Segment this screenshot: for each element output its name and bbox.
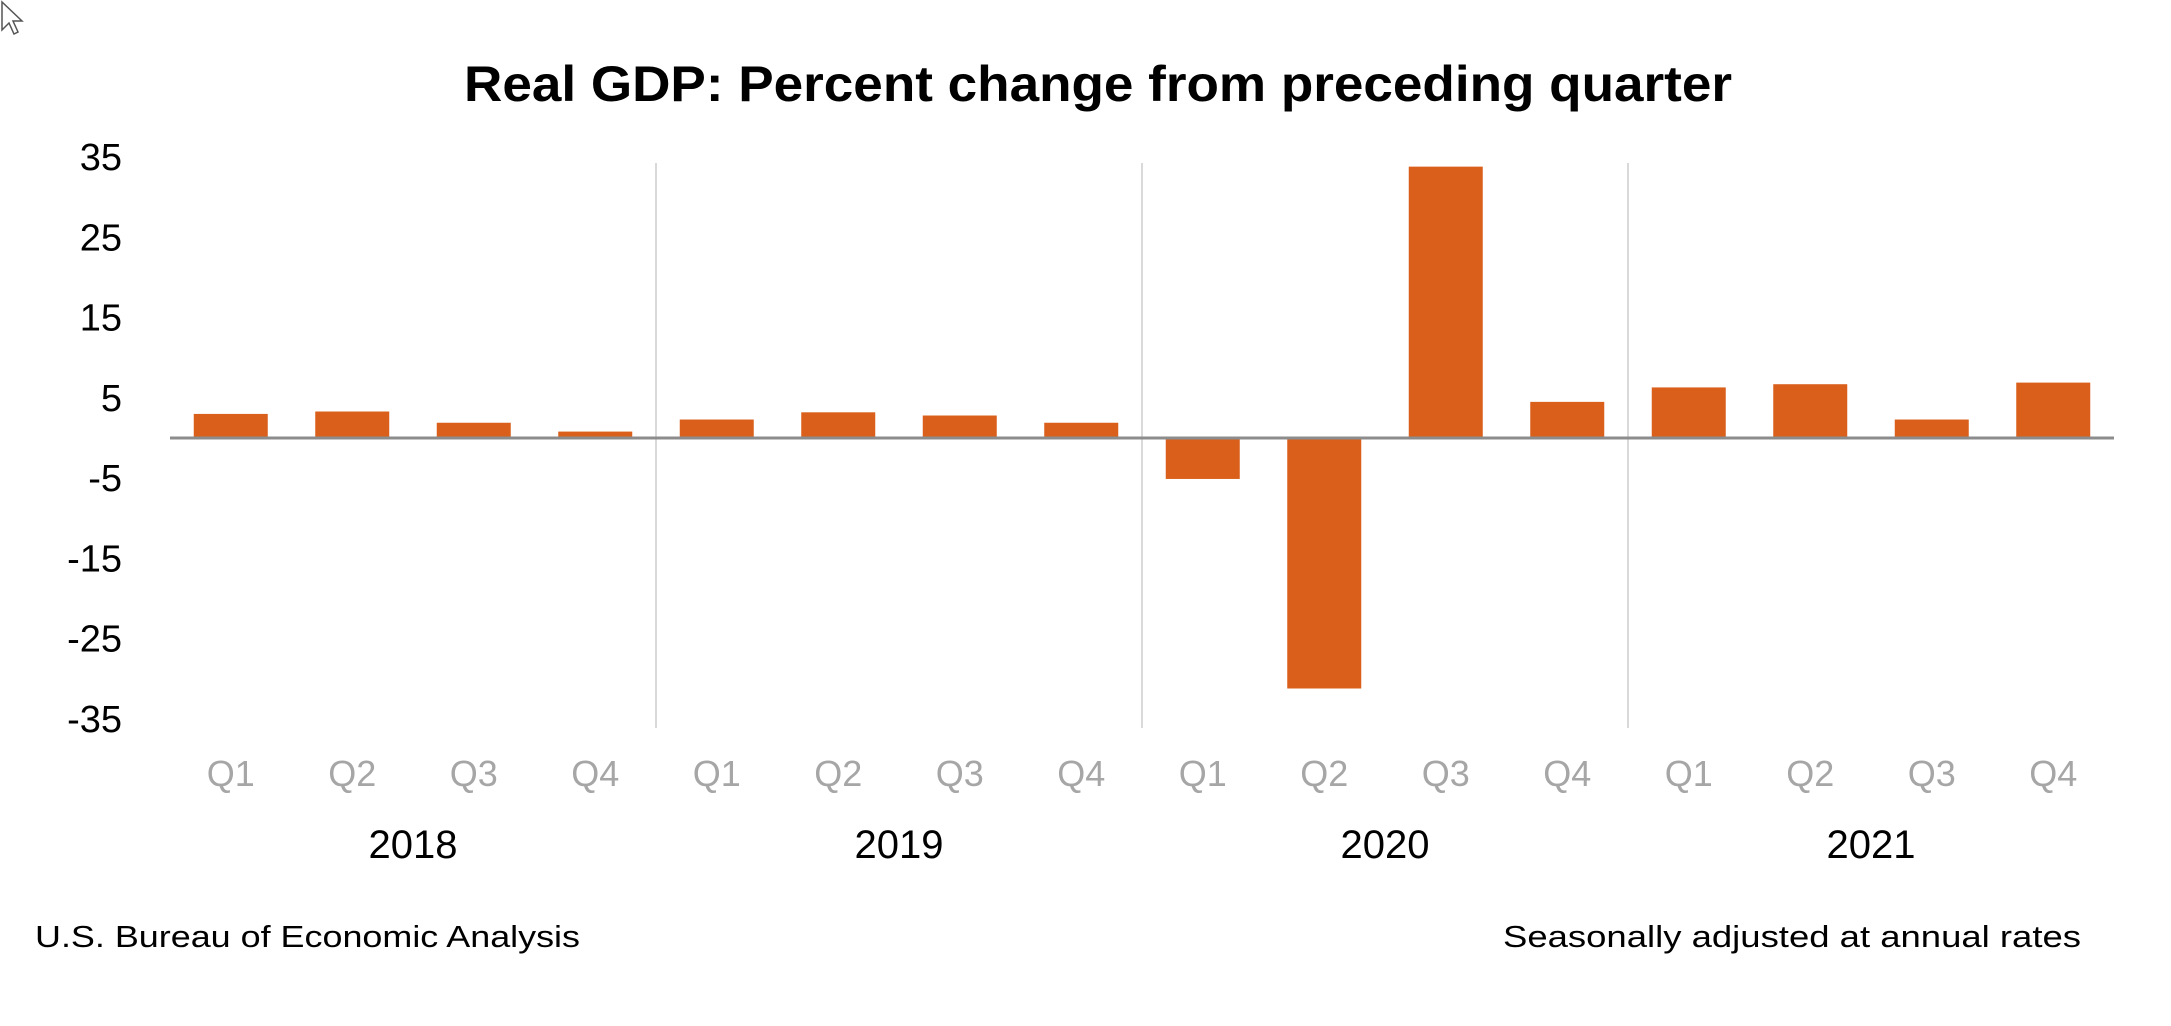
y-tick-label: -25	[67, 619, 122, 661]
quarter-label: Q3	[1908, 753, 1956, 794]
bars	[193, 166, 2091, 689]
year-label: 2019	[855, 823, 944, 867]
quarter-label: Q1	[1665, 753, 1713, 794]
year-separators	[655, 163, 1629, 728]
y-tick-label: -5	[88, 458, 122, 500]
bar-2021-q1	[1651, 387, 1726, 438]
quarter-label: Q3	[1422, 753, 1470, 794]
year-label: 2020	[1341, 823, 1430, 867]
y-tick-label: 25	[80, 217, 122, 259]
bar-2019-q4	[1044, 422, 1119, 438]
quarter-label: Q4	[2029, 753, 2077, 794]
y-tick-label: 15	[80, 298, 122, 340]
y-axis-ticks: 35 25 15 5 -5 -15 -25 -35	[67, 137, 122, 741]
bar-2019-q1	[679, 419, 754, 438]
bar-2020-q3	[1408, 166, 1483, 439]
bar-2020-q4	[1530, 401, 1605, 438]
quarter-label: Q1	[693, 753, 741, 794]
quarter-label: Q2	[1786, 753, 1834, 794]
chart-title: Real GDP: Percent change from preceding …	[464, 56, 1732, 112]
y-tick-label: -35	[67, 699, 122, 741]
y-tick-label: 5	[101, 378, 122, 420]
mouse-pointer-icon	[1, 0, 24, 36]
bar-2019-q3	[922, 415, 997, 438]
year-label: 2018	[369, 823, 458, 867]
y-tick-label: 35	[80, 137, 122, 179]
note-label: Seasonally adjusted at annual rates	[1503, 919, 2081, 954]
bar-2020-q1	[1165, 438, 1240, 479]
bar-2021-q4	[2016, 382, 2091, 438]
year-labels: 2018 2019 2020 2021	[369, 823, 1916, 867]
quarter-label: Q2	[1300, 753, 1348, 794]
quarter-label: Q2	[814, 753, 862, 794]
quarter-label: Q1	[1179, 753, 1227, 794]
bar-2018-q2	[315, 411, 390, 438]
quarter-label: Q4	[571, 753, 619, 794]
quarter-label: Q3	[936, 753, 984, 794]
quarter-label: Q4	[1057, 753, 1105, 794]
y-tick-label: -15	[67, 538, 122, 580]
bar-2021-q3	[1894, 419, 1969, 438]
bar-2021-q2	[1773, 384, 1848, 438]
bar-2018-q1	[193, 413, 268, 438]
year-label: 2021	[1827, 823, 1916, 867]
quarter-label: Q2	[328, 753, 376, 794]
bar-2019-q2	[801, 412, 876, 438]
quarter-label: Q3	[450, 753, 498, 794]
quarter-label: Q1	[207, 753, 255, 794]
bar-2018-q4	[558, 431, 633, 438]
bar-2020-q2	[1287, 438, 1362, 689]
source-label: U.S. Bureau of Economic Analysis	[35, 919, 580, 954]
bar-2018-q3	[436, 422, 511, 438]
quarter-labels: Q1 Q2 Q3 Q4 Q1 Q2 Q3 Q4 Q1 Q2 Q3 Q4 Q1 Q2 Q3 Q4	[207, 753, 2078, 794]
quarter-label: Q4	[1543, 753, 1591, 794]
